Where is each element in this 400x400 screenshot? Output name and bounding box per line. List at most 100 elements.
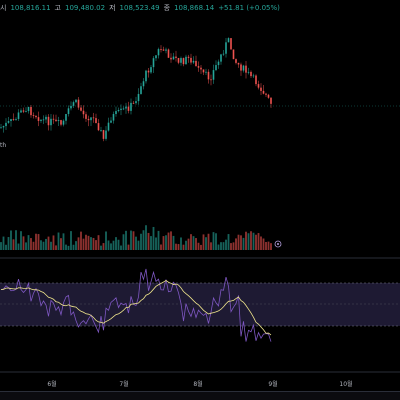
candle-body xyxy=(107,122,110,131)
volume-bar xyxy=(197,242,200,250)
volume-pane[interactable] xyxy=(0,225,272,250)
candle-body xyxy=(112,114,115,121)
candle-body xyxy=(222,53,225,55)
candle-body xyxy=(35,115,37,118)
volume-bar xyxy=(237,234,240,250)
volume-bar xyxy=(42,241,45,250)
rsi-band xyxy=(0,283,400,326)
candle-body xyxy=(90,117,92,121)
volume-bar xyxy=(37,234,40,250)
candle-body xyxy=(130,102,132,111)
candle-body xyxy=(235,59,237,63)
volume-bar xyxy=(50,241,52,250)
candle-body xyxy=(190,57,192,63)
volume-bar xyxy=(222,242,225,250)
candle-body xyxy=(65,113,67,121)
volume-bar xyxy=(75,241,77,250)
bottom-divider xyxy=(0,391,400,392)
volume-bar xyxy=(15,230,17,250)
volume-bar xyxy=(247,233,250,250)
volume-marker-icon[interactable] xyxy=(274,240,282,248)
volume-bar xyxy=(25,242,27,250)
candle-body xyxy=(195,60,197,67)
volume-bar xyxy=(140,233,142,250)
volume-bar xyxy=(17,243,20,250)
volume-bar xyxy=(202,234,205,250)
candle-body xyxy=(15,118,17,120)
volume-bar xyxy=(265,241,267,250)
volume-bar xyxy=(0,242,2,250)
candlestick-pane[interactable] xyxy=(0,37,272,142)
volume-bar xyxy=(45,238,47,250)
volume-bar xyxy=(160,244,162,250)
candle-body xyxy=(132,102,135,104)
volume-bar xyxy=(90,237,92,250)
volume-bar xyxy=(157,230,160,250)
time-label-jun: 6월 xyxy=(47,381,57,388)
candle-body xyxy=(17,112,20,119)
volume-bar xyxy=(150,236,152,250)
volume-bar xyxy=(250,231,252,250)
candle-body xyxy=(147,70,150,73)
volume-bar xyxy=(85,234,87,250)
candle-body xyxy=(97,123,100,131)
legend-fragment: th xyxy=(0,142,7,149)
volume-bar xyxy=(12,239,15,250)
candle-body xyxy=(45,116,47,120)
volume-bar xyxy=(72,244,75,250)
candle-body xyxy=(160,49,162,50)
volume-bar xyxy=(82,238,85,250)
volume-bar xyxy=(207,233,210,250)
candle-body xyxy=(82,110,85,115)
change-value: +51.81 (+0.05%) xyxy=(218,4,280,12)
volume-bar xyxy=(270,243,272,250)
candle-body xyxy=(230,38,232,50)
candle-body xyxy=(102,130,105,139)
volume-bar xyxy=(122,234,125,250)
candle-body xyxy=(67,108,70,114)
candle-body xyxy=(145,70,147,82)
volume-bar xyxy=(235,238,237,250)
candle-body xyxy=(140,86,142,94)
volume-bar xyxy=(80,231,82,250)
candle-body xyxy=(175,56,177,58)
low-label: 저 xyxy=(109,4,116,12)
candle-body xyxy=(125,106,127,109)
volume-bar xyxy=(145,225,147,250)
candle-body xyxy=(55,119,57,122)
candle-body xyxy=(5,122,7,127)
close-value: 108,868.14 xyxy=(174,4,215,12)
candle-body xyxy=(177,57,180,63)
candle-body xyxy=(47,116,50,126)
volume-bar xyxy=(87,235,90,250)
candle-body xyxy=(215,65,217,71)
candle-body xyxy=(187,56,190,58)
candle-body xyxy=(120,108,122,110)
volume-bar xyxy=(77,237,80,250)
volume-bar xyxy=(267,241,270,250)
candle-body xyxy=(255,75,257,85)
time-label-jul: 7월 xyxy=(119,381,129,388)
volume-bar xyxy=(27,235,30,250)
volume-bar xyxy=(10,230,12,250)
ohlc-legend: 시 108,816.11 고 109,480.02 저 108,523.49 종… xyxy=(0,2,280,14)
volume-bar xyxy=(240,235,242,250)
candle-body xyxy=(157,49,160,56)
rsi-pane[interactable] xyxy=(0,268,400,342)
candle-body xyxy=(42,119,45,121)
candle-body xyxy=(250,71,252,77)
candle-body xyxy=(192,60,195,63)
candle-body xyxy=(25,111,27,112)
candle-body xyxy=(152,58,155,68)
volume-bar xyxy=(132,231,135,250)
volume-bar xyxy=(52,235,55,250)
candle-body xyxy=(265,93,267,95)
candle-body xyxy=(100,130,102,131)
volume-bar xyxy=(147,232,150,250)
volume-bar xyxy=(227,234,230,250)
volume-bar xyxy=(225,239,227,250)
volume-bar xyxy=(2,236,5,250)
volume-bar xyxy=(232,242,235,250)
volume-bar xyxy=(230,243,232,250)
